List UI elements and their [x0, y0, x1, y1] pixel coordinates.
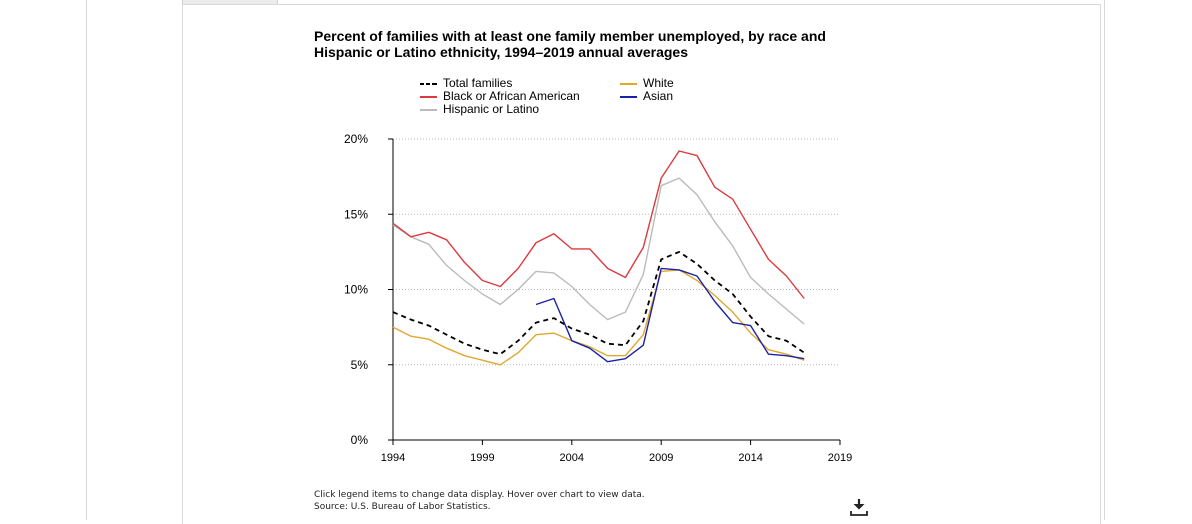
- series-line-total-families: [392, 251, 805, 356]
- legend-label-white: White: [643, 76, 674, 90]
- legend-item-black[interactable]: Black or African American: [420, 90, 580, 103]
- page-rule-left: [86, 0, 87, 520]
- chart-legend: Total families Black or African American…: [420, 77, 720, 119]
- legend-item-hispanic[interactable]: Hispanic or Latino: [420, 103, 539, 116]
- legend-swatch-hispanic: [420, 108, 437, 112]
- chart-title: Percent of families with at least one fa…: [314, 28, 826, 60]
- x-tick-label: 2014: [738, 452, 762, 464]
- page-rule-right: [1104, 0, 1105, 520]
- x-tick-label: 2009: [649, 452, 673, 464]
- legend-label-hispanic: Hispanic or Latino: [443, 102, 540, 116]
- legend-swatch-black: [420, 95, 437, 99]
- legend-item-total-families[interactable]: Total families: [420, 77, 512, 90]
- download-icon[interactable]: [848, 496, 870, 518]
- line-chart[interactable]: 0% 5% 10% 15% 20% 1994 1999 2004 2009 2014 2019: [330, 128, 860, 473]
- y-tick-label: 0%: [351, 433, 369, 447]
- x-tick-label: 1994: [381, 452, 405, 464]
- y-tick-label: 20%: [344, 132, 368, 146]
- legend-label-asian: Asian: [643, 89, 674, 103]
- chart-instructions: Click legend items to change data displa…: [314, 490, 645, 500]
- legend-item-asian[interactable]: Asian: [620, 90, 673, 103]
- legend-label-black: Black or African American: [443, 89, 580, 103]
- series-line-white: [392, 269, 805, 366]
- y-tick-label: 15%: [344, 207, 368, 221]
- series-line-hispanic-or-latino: [392, 177, 805, 325]
- legend-swatch-asian: [620, 95, 637, 99]
- chart-frame: [182, 4, 1101, 524]
- legend-item-white[interactable]: White: [620, 77, 674, 90]
- y-tick-label: 5%: [351, 358, 369, 372]
- chart-source: Source: U.S. Bureau of Labor Statistics.: [314, 502, 491, 512]
- y-tick-label: 10%: [344, 283, 368, 297]
- x-tick-label: 2019: [828, 452, 852, 464]
- x-tick-label: 2004: [560, 452, 584, 464]
- series-line-black-or-african-american: [392, 150, 805, 299]
- chart-footer: Click legend items to change data displa…: [314, 489, 645, 513]
- legend-swatch-total-families: [420, 82, 437, 86]
- series-line-asian: [535, 267, 805, 363]
- legend-swatch-white: [620, 82, 637, 86]
- x-tick-label: 1999: [470, 452, 494, 464]
- legend-label-total-families: Total families: [443, 76, 513, 90]
